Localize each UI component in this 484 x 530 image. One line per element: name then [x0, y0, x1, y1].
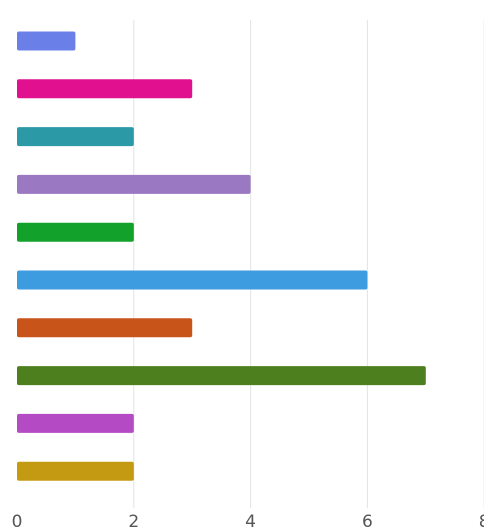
bar-3	[17, 127, 134, 147]
bar-7	[17, 318, 193, 338]
bar-8	[17, 366, 426, 386]
bar-5	[17, 222, 134, 242]
bars	[17, 31, 426, 481]
x-tick-label: 0	[12, 512, 23, 530]
bar-10	[17, 461, 134, 481]
bar-6	[17, 270, 368, 290]
x-tick-label: 2	[128, 512, 139, 530]
x-axis-ticks: 0 2 4 6 8	[12, 512, 484, 530]
x-tick-label: 4	[245, 512, 256, 530]
bar-2	[17, 79, 193, 99]
x-tick-label: 8	[479, 512, 484, 530]
bar-1	[17, 31, 76, 51]
x-tick-label: 6	[362, 512, 373, 530]
bar-4	[17, 174, 251, 194]
bar-9	[17, 413, 134, 433]
